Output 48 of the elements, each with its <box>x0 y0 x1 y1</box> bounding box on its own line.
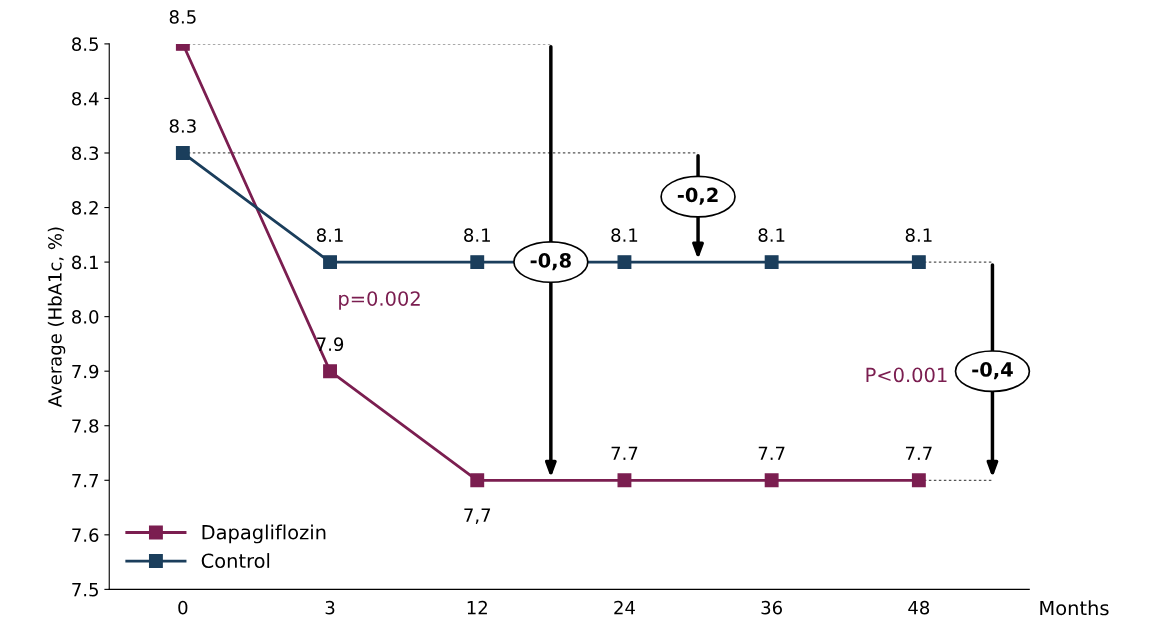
point <box>470 473 485 488</box>
legend-label: Dapagliflozin <box>202 524 326 544</box>
annotation: -0,8 <box>530 253 571 271</box>
y-tick-label: 8.5 <box>72 37 98 52</box>
point <box>323 364 337 379</box>
data-label: 8.1 <box>905 228 932 242</box>
y-tick-label: 8.0 <box>72 310 99 324</box>
x-tick-label: 3 <box>325 600 335 615</box>
x-tick-label: 24 <box>614 600 635 615</box>
y-tick-label: 8.3 <box>72 146 99 161</box>
data-label: 8.1 <box>316 228 343 242</box>
point <box>617 473 632 488</box>
annotation: -0,4 <box>972 362 1013 380</box>
y-tick-label: 7.7 <box>72 473 98 488</box>
point <box>911 473 926 488</box>
point <box>175 146 190 160</box>
x-tick-label: 36 <box>761 600 782 615</box>
x-tick-label: 48 <box>908 600 930 615</box>
point <box>323 255 337 270</box>
data-label: 7,7 <box>464 508 491 524</box>
data-label: 8.3 <box>169 119 196 133</box>
x-tick-label: 12 <box>467 600 487 615</box>
point <box>764 473 779 488</box>
y-tick-label: 7.6 <box>72 528 99 542</box>
y-tick-label: 7.5 <box>72 583 98 597</box>
data-label: 8.1 <box>611 228 638 242</box>
y-tick-label: 7.8 <box>72 419 99 433</box>
y-axis-title: Average (HbA1c, %) <box>47 227 66 408</box>
annotation: P<0.001 <box>866 367 947 383</box>
data-label: 7.7 <box>758 446 785 460</box>
point <box>617 255 632 270</box>
point <box>470 255 485 270</box>
data-label: 8.5 <box>169 10 196 24</box>
data-label: 7.7 <box>611 446 638 460</box>
data-label: 8.1 <box>758 228 785 242</box>
y-tick-label: 8.4 <box>72 91 99 106</box>
legend-label: Control <box>201 553 270 569</box>
point <box>911 255 926 270</box>
x-axis-title: Months <box>1040 600 1109 616</box>
point <box>764 255 779 270</box>
y-tick-label: 8.1 <box>72 255 98 270</box>
annotation: -0,2 <box>677 187 718 205</box>
data-label: 7.7 <box>905 446 932 460</box>
annotation: p=0.002 <box>339 291 420 310</box>
data-label: 8.1 <box>464 228 490 242</box>
y-tick-label: 7.9 <box>72 364 99 379</box>
y-tick-label: 8.2 <box>72 201 98 215</box>
x-tick-label: 0 <box>178 600 188 615</box>
